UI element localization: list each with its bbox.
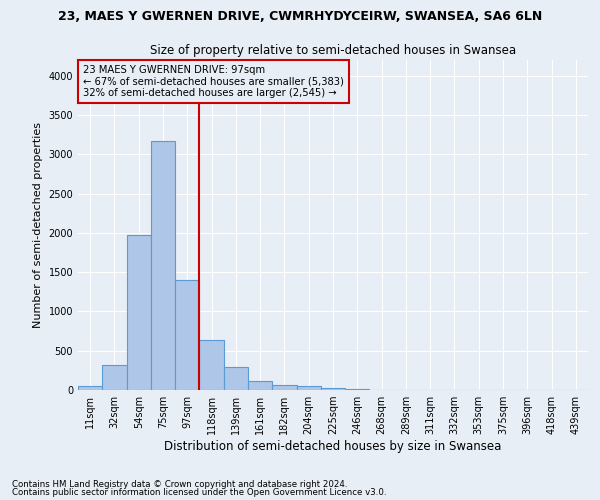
Bar bbox=[296, 386, 321, 390]
Bar bbox=[248, 382, 272, 390]
Bar bbox=[345, 389, 370, 390]
Bar bbox=[127, 235, 151, 390]
X-axis label: Distribution of semi-detached houses by size in Swansea: Distribution of semi-detached houses by … bbox=[164, 440, 502, 453]
Text: 23 MAES Y GWERNEN DRIVE: 97sqm
← 67% of semi-detached houses are smaller (5,383): 23 MAES Y GWERNEN DRIVE: 97sqm ← 67% of … bbox=[83, 65, 344, 98]
Bar bbox=[272, 385, 296, 390]
Text: Contains HM Land Registry data © Crown copyright and database right 2024.: Contains HM Land Registry data © Crown c… bbox=[12, 480, 347, 489]
Bar bbox=[199, 340, 224, 390]
Bar bbox=[78, 386, 102, 390]
Title: Size of property relative to semi-detached houses in Swansea: Size of property relative to semi-detach… bbox=[150, 44, 516, 58]
Bar bbox=[321, 388, 345, 390]
Bar bbox=[224, 367, 248, 390]
Text: 23, MAES Y GWERNEN DRIVE, CWMRHYDYCEIRW, SWANSEA, SA6 6LN: 23, MAES Y GWERNEN DRIVE, CWMRHYDYCEIRW,… bbox=[58, 10, 542, 23]
Y-axis label: Number of semi-detached properties: Number of semi-detached properties bbox=[33, 122, 43, 328]
Bar bbox=[102, 365, 127, 390]
Text: Contains public sector information licensed under the Open Government Licence v3: Contains public sector information licen… bbox=[12, 488, 386, 497]
Bar bbox=[175, 280, 199, 390]
Bar bbox=[151, 140, 175, 390]
